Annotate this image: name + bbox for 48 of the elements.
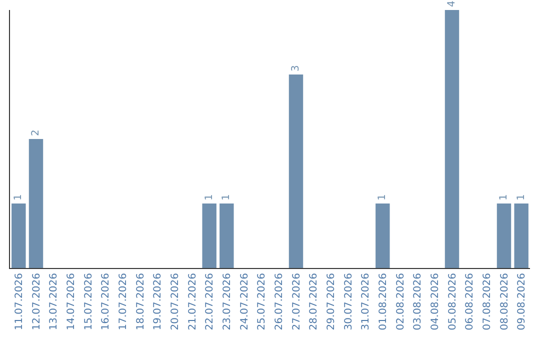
x-tick-label: 22.07.2026 (204, 273, 216, 330)
data-label: 4 (446, 0, 458, 7)
data-label: 2 (30, 130, 42, 136)
x-tick-label: 28.07.2026 (308, 273, 320, 330)
bar (496, 204, 512, 268)
data-label: 1 (377, 194, 388, 200)
x-tick-label: 24.07.2026 (239, 273, 250, 330)
x-tick-label: 03.08.2026 (412, 273, 424, 330)
x-tick-label: 05.08.2026 (447, 273, 458, 330)
x-tick-label: 01.08.2026 (378, 273, 389, 330)
bar (376, 204, 390, 268)
x-tick-label: 18.07.2026 (135, 273, 146, 330)
x-tick-label: 29.07.2026 (326, 273, 337, 330)
bar (220, 204, 234, 268)
data-label: 1 (204, 194, 215, 200)
bar (28, 139, 44, 268)
data-label: 1 (498, 194, 510, 200)
x-tick-label: 11.07.2026 (14, 273, 25, 330)
x-tick-label: 17.07.2026 (118, 273, 129, 330)
data-label: 1 (221, 194, 232, 200)
x-tick-label: 30.07.2026 (343, 273, 354, 330)
bar (514, 204, 528, 268)
data-label: 1 (13, 194, 24, 200)
bar (202, 204, 216, 268)
x-tick-label: 19.07.2026 (152, 273, 164, 330)
x-tick-label: 26.07.2026 (274, 273, 285, 330)
x-tick-label: 23.07.2026 (222, 273, 233, 330)
bar (288, 74, 304, 268)
data-label: 1 (516, 194, 527, 200)
x-tick-label: 09.08.2026 (516, 273, 528, 330)
data-label: 3 (290, 65, 302, 72)
x-tick-label: 27.07.2026 (291, 273, 302, 330)
x-tick-label: 04.08.2026 (430, 273, 441, 330)
bar (12, 204, 26, 268)
x-tick-label: 06.08.2026 (464, 273, 476, 330)
x-tick-label: 08.08.2026 (499, 273, 510, 330)
x-tick-label: 07.08.2026 (482, 273, 493, 330)
x-tick-label: 20.07.2026 (170, 273, 181, 330)
x-tick-label: 31.07.2026 (360, 273, 372, 330)
x-tick-label: 13.07.2026 (48, 273, 60, 330)
x-tick-label: 14.07.2026 (66, 273, 77, 330)
x-tick-label: 15.07.2026 (83, 273, 94, 330)
x-tick-label: 25.07.2026 (256, 273, 268, 330)
bar (444, 10, 460, 268)
x-tick-label: 02.08.2026 (395, 273, 406, 330)
x-tick-label: 12.07.2026 (31, 273, 42, 330)
x-tick-label: 21.07.2026 (187, 273, 198, 330)
x-tick-label: 16.07.2026 (100, 273, 112, 330)
